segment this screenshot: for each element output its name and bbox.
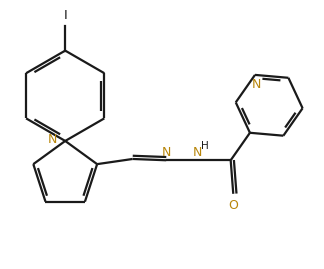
Text: N: N bbox=[192, 146, 202, 159]
Text: H: H bbox=[201, 141, 209, 151]
Text: O: O bbox=[228, 199, 238, 212]
Text: N: N bbox=[252, 78, 261, 91]
Text: N: N bbox=[47, 133, 57, 146]
Text: I: I bbox=[63, 9, 67, 22]
Text: N: N bbox=[161, 146, 171, 159]
